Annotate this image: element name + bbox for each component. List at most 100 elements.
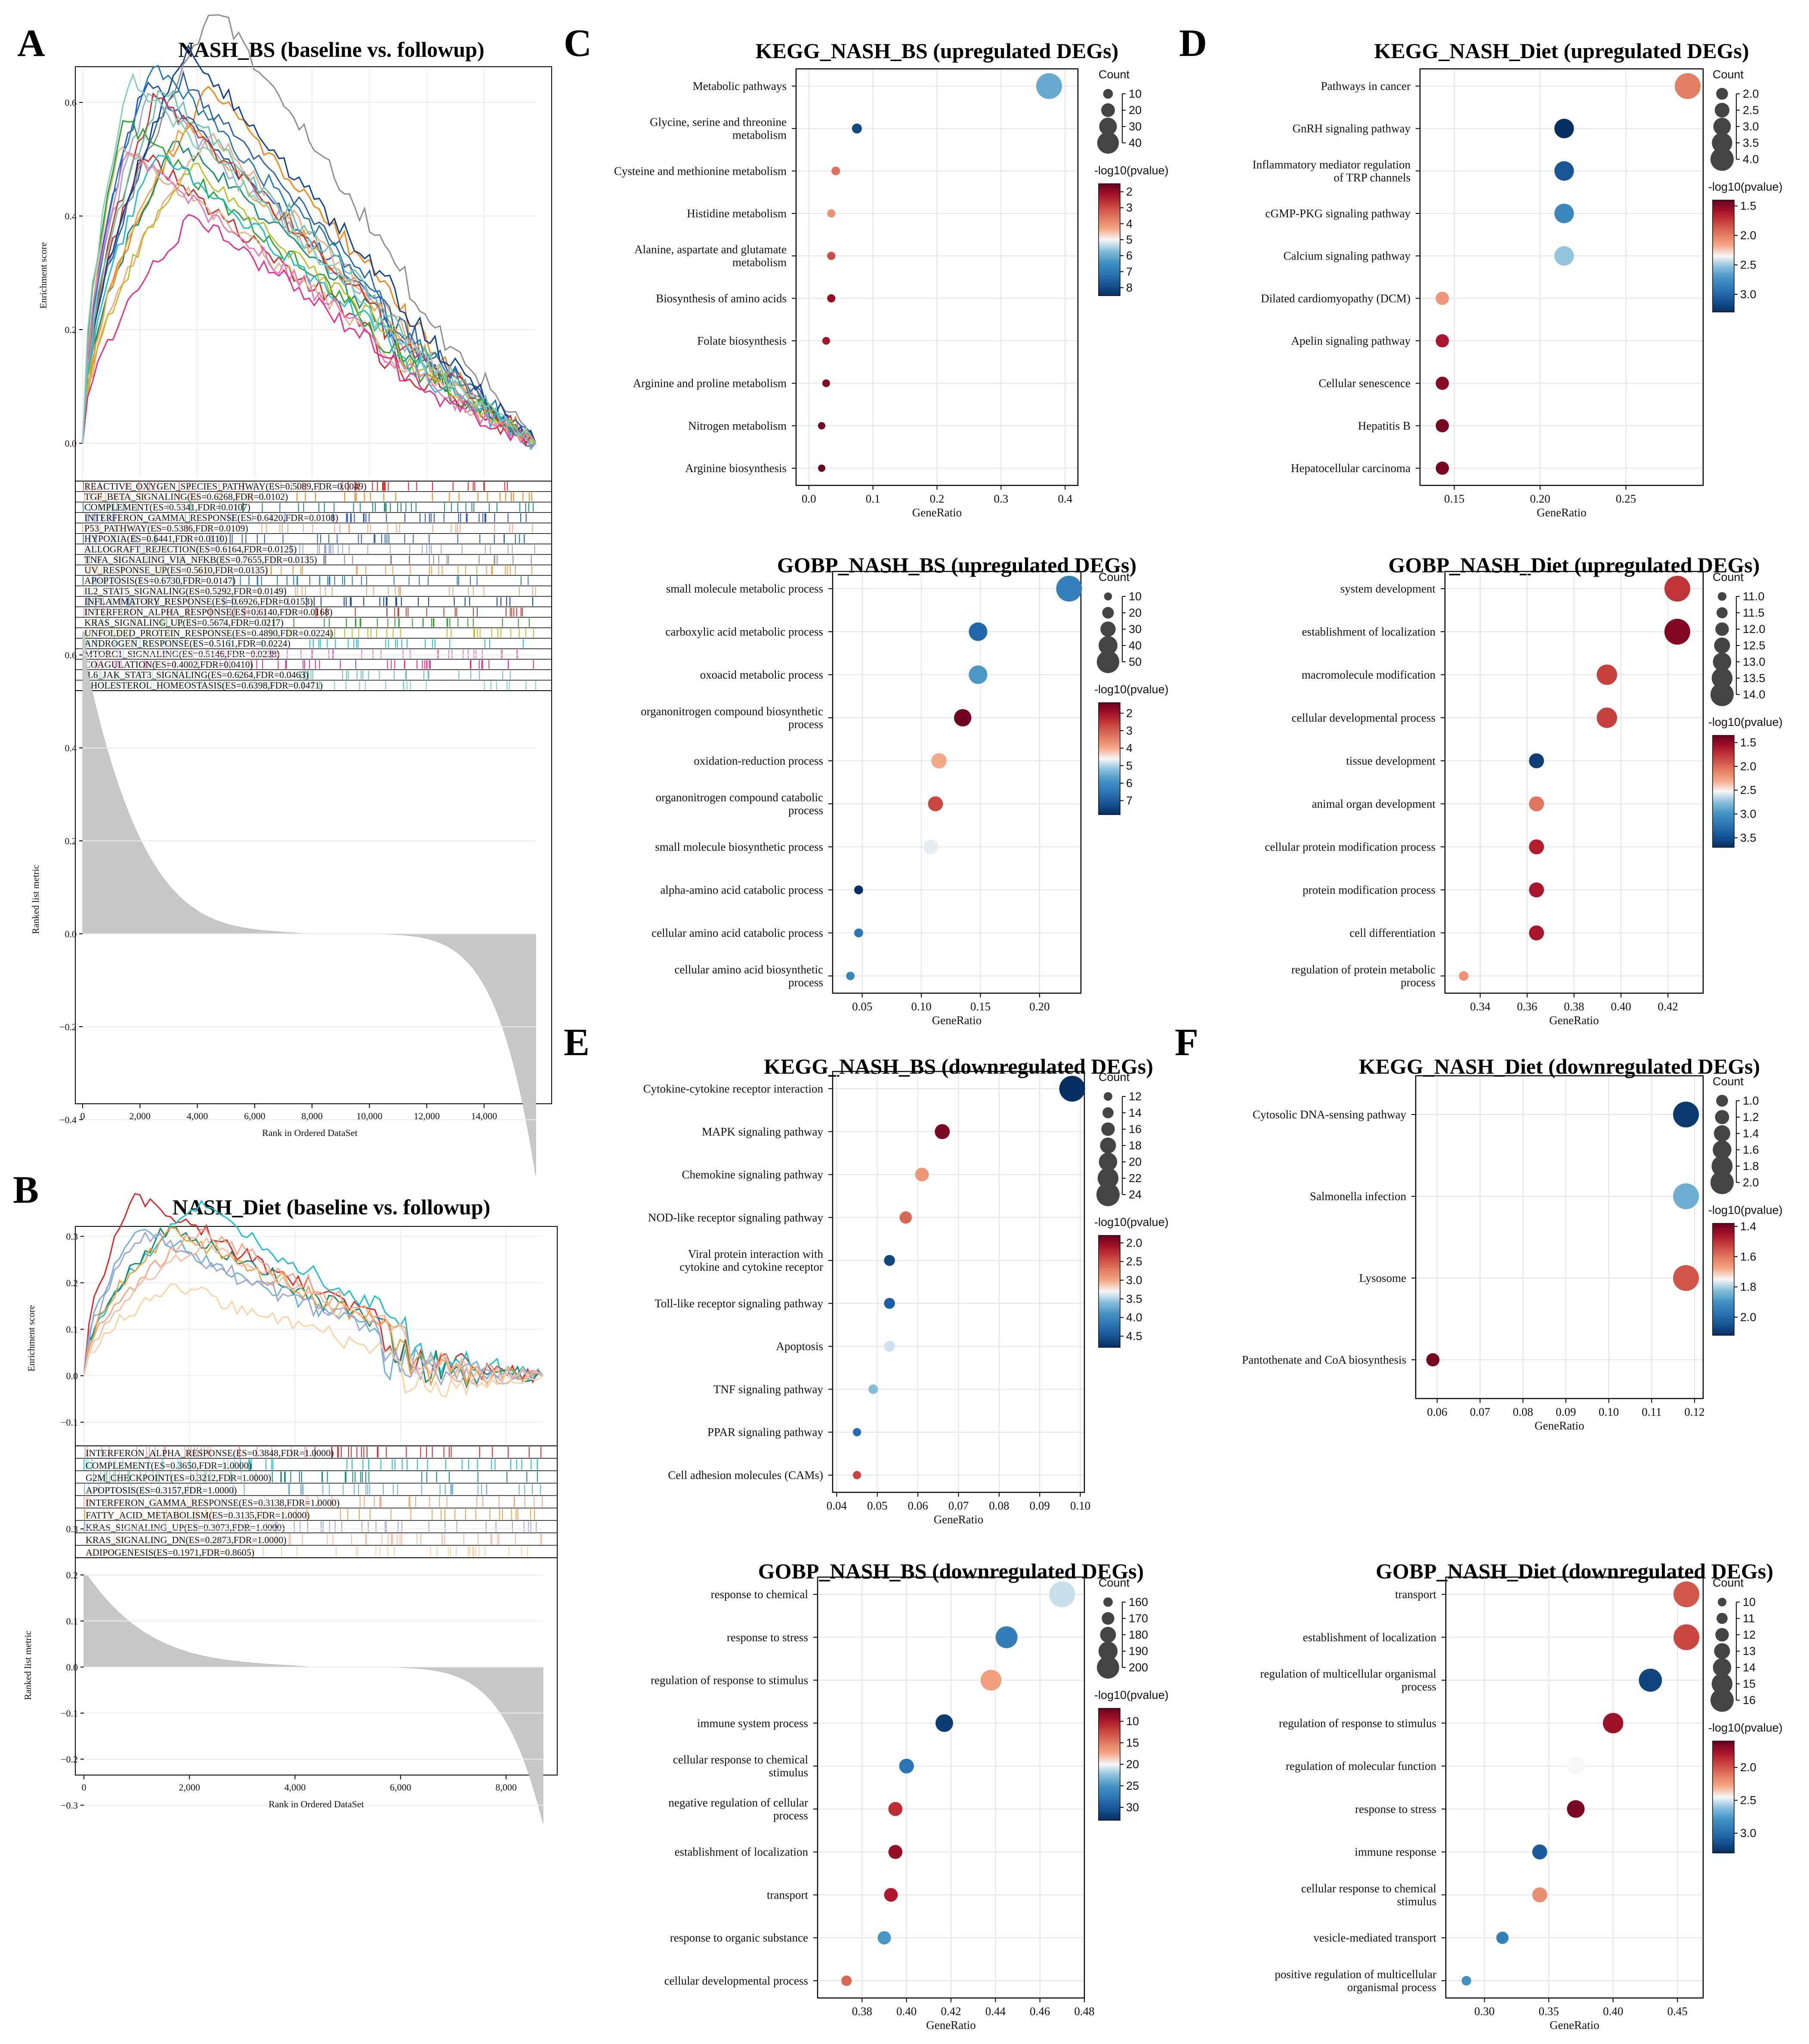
gene-set-label: KRAS_SIGNALING_UP(ES=0.5674,FDR=0.0217) <box>84 617 284 628</box>
category-label-line: metabolism <box>732 256 787 269</box>
data-point <box>822 337 830 345</box>
gene-set-label: CHOLESTEROL_HOMEOSTASIS(ES=0.6398,FDR=0.… <box>84 680 323 691</box>
hit-label-bg <box>83 618 272 627</box>
color-legend-label: 2 <box>1126 707 1133 719</box>
size-legend-label: 3.0 <box>1743 120 1759 133</box>
size-legend-label: 1.6 <box>1743 1143 1759 1156</box>
category-label-line: organonitrogen compound biosynthetic <box>641 705 823 718</box>
rank-tick-label: 0.0 <box>66 1662 78 1673</box>
dotplot-title: KEGG_NASH_Diet (upregulated DEGs) <box>1374 39 1749 63</box>
dotplot-c1: C KEGG_NASH_BS (upregulated DEGs) 0.0 0.1 0.… <box>564 22 1169 519</box>
data-point <box>884 1888 898 1902</box>
x-tick-label: 0.20 <box>1029 1000 1050 1013</box>
gsea-a-title: NASH_BS (baseline vs. followup) <box>178 37 484 62</box>
x-tick-label: 0.20 <box>1530 492 1550 505</box>
category-label: Histidine metabolism <box>687 207 787 220</box>
data-point <box>1673 1183 1699 1209</box>
color-legend-label: 2.0 <box>1740 1761 1757 1774</box>
color-legend-label: 4.0 <box>1126 1311 1142 1324</box>
category-label: small molecule metabolic process <box>666 582 823 595</box>
x-tick-label: 0.40 <box>1603 2005 1623 2018</box>
es-tick-label: 0.0 <box>66 1371 78 1381</box>
size-legend-dot <box>1711 1155 1733 1177</box>
category-label: Hepatocellular carcinoma <box>1291 462 1411 475</box>
es-tick-label: 0.1 <box>66 1324 78 1335</box>
category-label: Pantothenate and CoA biosynthesis <box>1242 1353 1406 1366</box>
hit-label-bg <box>85 1534 273 1545</box>
color-legend-label: 3.5 <box>1126 1292 1142 1305</box>
category-label: positive regulation of multicellular orga… <box>1275 1968 1436 1994</box>
category-label: immune response <box>1355 1846 1436 1859</box>
color-legend-label: 2.5 <box>1126 1255 1142 1268</box>
category-label: response to organic substance <box>670 1931 808 1944</box>
x-tick-label: 0.38 <box>1564 1000 1584 1013</box>
gene-set-label: INTERFERON_ALPHA_RESPONSE(ES=0.6140,FDR=… <box>84 607 333 618</box>
es-curve <box>82 90 536 445</box>
category-label-line: cGMP-PKG signaling pathway <box>1266 207 1411 220</box>
hit-label-bg <box>83 597 291 606</box>
size-legend-dot <box>1099 636 1118 655</box>
size-legend-label: 1.4 <box>1743 1127 1759 1140</box>
hit-label-bg <box>85 1484 235 1495</box>
data-point <box>827 294 836 303</box>
category-label-line: Arginine biosynthesis <box>685 462 787 475</box>
data-point <box>818 464 826 472</box>
data-point <box>1567 1800 1585 1818</box>
x-tick-label: 0.0 <box>802 492 816 505</box>
data-point <box>853 1428 861 1436</box>
color-legend-bar <box>1712 1223 1735 1336</box>
rank-tick-label: 0.1 <box>66 1616 78 1627</box>
category-label: Calcium signaling pathway <box>1284 250 1411 262</box>
category-label-line: Alanine, aspartate and glutamate <box>634 243 787 256</box>
category-label: Cell adhesion molecules (CAMs) <box>668 1469 823 1482</box>
data-point <box>1496 1931 1509 1944</box>
category-label-line: Viral protein interaction with <box>688 1247 824 1260</box>
color-legend-label: 3 <box>1126 724 1133 737</box>
category-label-line: protein modification process <box>1303 883 1435 896</box>
x-tick-label: 4,000 <box>284 1782 306 1793</box>
category-label: establishment of localization <box>1303 1631 1437 1644</box>
category-label-line: cytokine and cytokine receptor <box>679 1260 823 1273</box>
category-label: cellular protein modification process <box>1265 840 1435 853</box>
color-legend-title: -log10(pvalue) <box>1094 683 1169 696</box>
es-curve <box>83 1229 543 1385</box>
color-legend-bar <box>1098 183 1121 296</box>
category-label: Nitrogen metabolism <box>688 419 787 432</box>
category-label: Pathways in cancer <box>1321 80 1411 93</box>
category-label: oxidation-reduction process <box>694 754 823 767</box>
size-legend-label: 14.0 <box>1743 688 1766 701</box>
size-legend-dot <box>1710 1689 1734 1712</box>
hit-label-bg <box>83 608 310 617</box>
size-legend-dot <box>1711 667 1733 689</box>
size-legend-dot <box>1710 683 1734 706</box>
category-label-line: Toll-like receptor signaling pathway <box>654 1297 823 1310</box>
category-label: negative regulation of cellular process <box>668 1796 808 1822</box>
panel-label-e: E <box>564 1021 590 1064</box>
data-point <box>846 972 855 980</box>
data-point <box>1554 246 1574 266</box>
x-tick-label: 0.09 <box>1556 1405 1576 1418</box>
size-legend-title: Count <box>1713 1576 1744 1589</box>
size-legend-label: 14 <box>1129 1106 1142 1119</box>
data-point <box>1435 461 1449 475</box>
category-label-line: response to organic substance <box>670 1931 808 1944</box>
x-tick-label: 0.30 <box>1474 2005 1494 2018</box>
size-legend-dot <box>1716 1095 1728 1107</box>
gene-set-label: UNFOLDED_PROTEIN_RESPONSE(ES=0.4890,FDR=… <box>84 627 333 638</box>
size-legend-label: 10 <box>1743 1596 1756 1609</box>
x-tick-label: 0 <box>82 1782 86 1793</box>
category-label: response to stress <box>727 1631 808 1644</box>
gsea-a-hit-rows: REACTIVE_OXYGEN_SPECIES_PATHWAY(ES=0.508… <box>75 481 552 691</box>
data-point <box>915 1167 929 1182</box>
size-legend-label: 50 <box>1129 655 1142 668</box>
category-label: regulation of response to stimulus <box>651 1674 808 1687</box>
data-point <box>899 1211 912 1224</box>
x-tick-label: 0.07 <box>948 1499 969 1512</box>
gsea-panel-b: B NASH_Diet (baseline vs. followup) 0.30… <box>13 1169 558 1824</box>
size-legend-dot <box>1713 1140 1732 1159</box>
gsea-a-es-axis: 0.0 0.2 0.4 0.6 <box>65 97 83 449</box>
x-axis-label: GeneRatio <box>934 1513 983 1526</box>
size-legend-label: 4.0 <box>1743 153 1759 166</box>
category-label-line: process <box>788 976 823 989</box>
es-curve <box>82 146 536 444</box>
